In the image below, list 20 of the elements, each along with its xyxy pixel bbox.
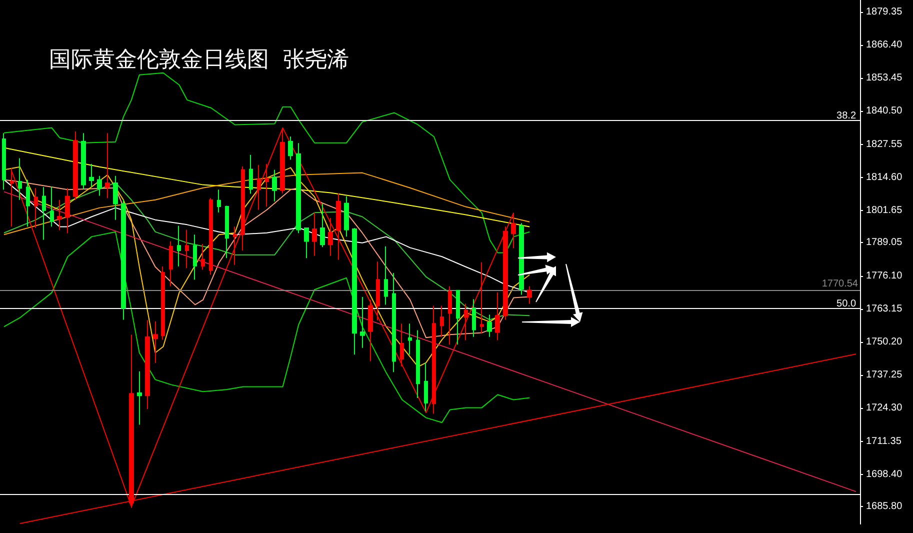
y-tick-label: 1814.60 [866, 172, 903, 183]
ref-line-label: 1770.54 [822, 278, 858, 290]
annotation: 38.2 [836, 110, 856, 122]
y-tick-label: 1750.20 [866, 336, 903, 348]
y-tick-label: 1763.15 [866, 303, 903, 314]
y-tick-label: 1866.40 [866, 39, 903, 50]
y-tick-label: 1737.25 [866, 370, 903, 381]
text: 国际黄金伦敦金日线图 张尧浠 [49, 48, 349, 72]
y-tick-label: 1711.35 [866, 436, 902, 447]
y-tick-label: 1879.35 [866, 6, 903, 18]
y-tick-label: 1789.05 [866, 237, 903, 248]
y-tick-label: 1827.55 [866, 138, 903, 150]
y-tick-label: 1698.40 [866, 468, 903, 480]
y-tick-label: 1801.65 [866, 204, 903, 216]
y-tick-label: 1853.45 [866, 72, 903, 84]
annotation: 50.0 [836, 298, 856, 310]
y-tick-label: 1685.80 [866, 501, 903, 512]
y-tick-label: 1776.10 [866, 270, 903, 282]
y-tick-label: 1840.50 [866, 106, 903, 117]
y-tick-label: 1724.30 [866, 402, 903, 414]
